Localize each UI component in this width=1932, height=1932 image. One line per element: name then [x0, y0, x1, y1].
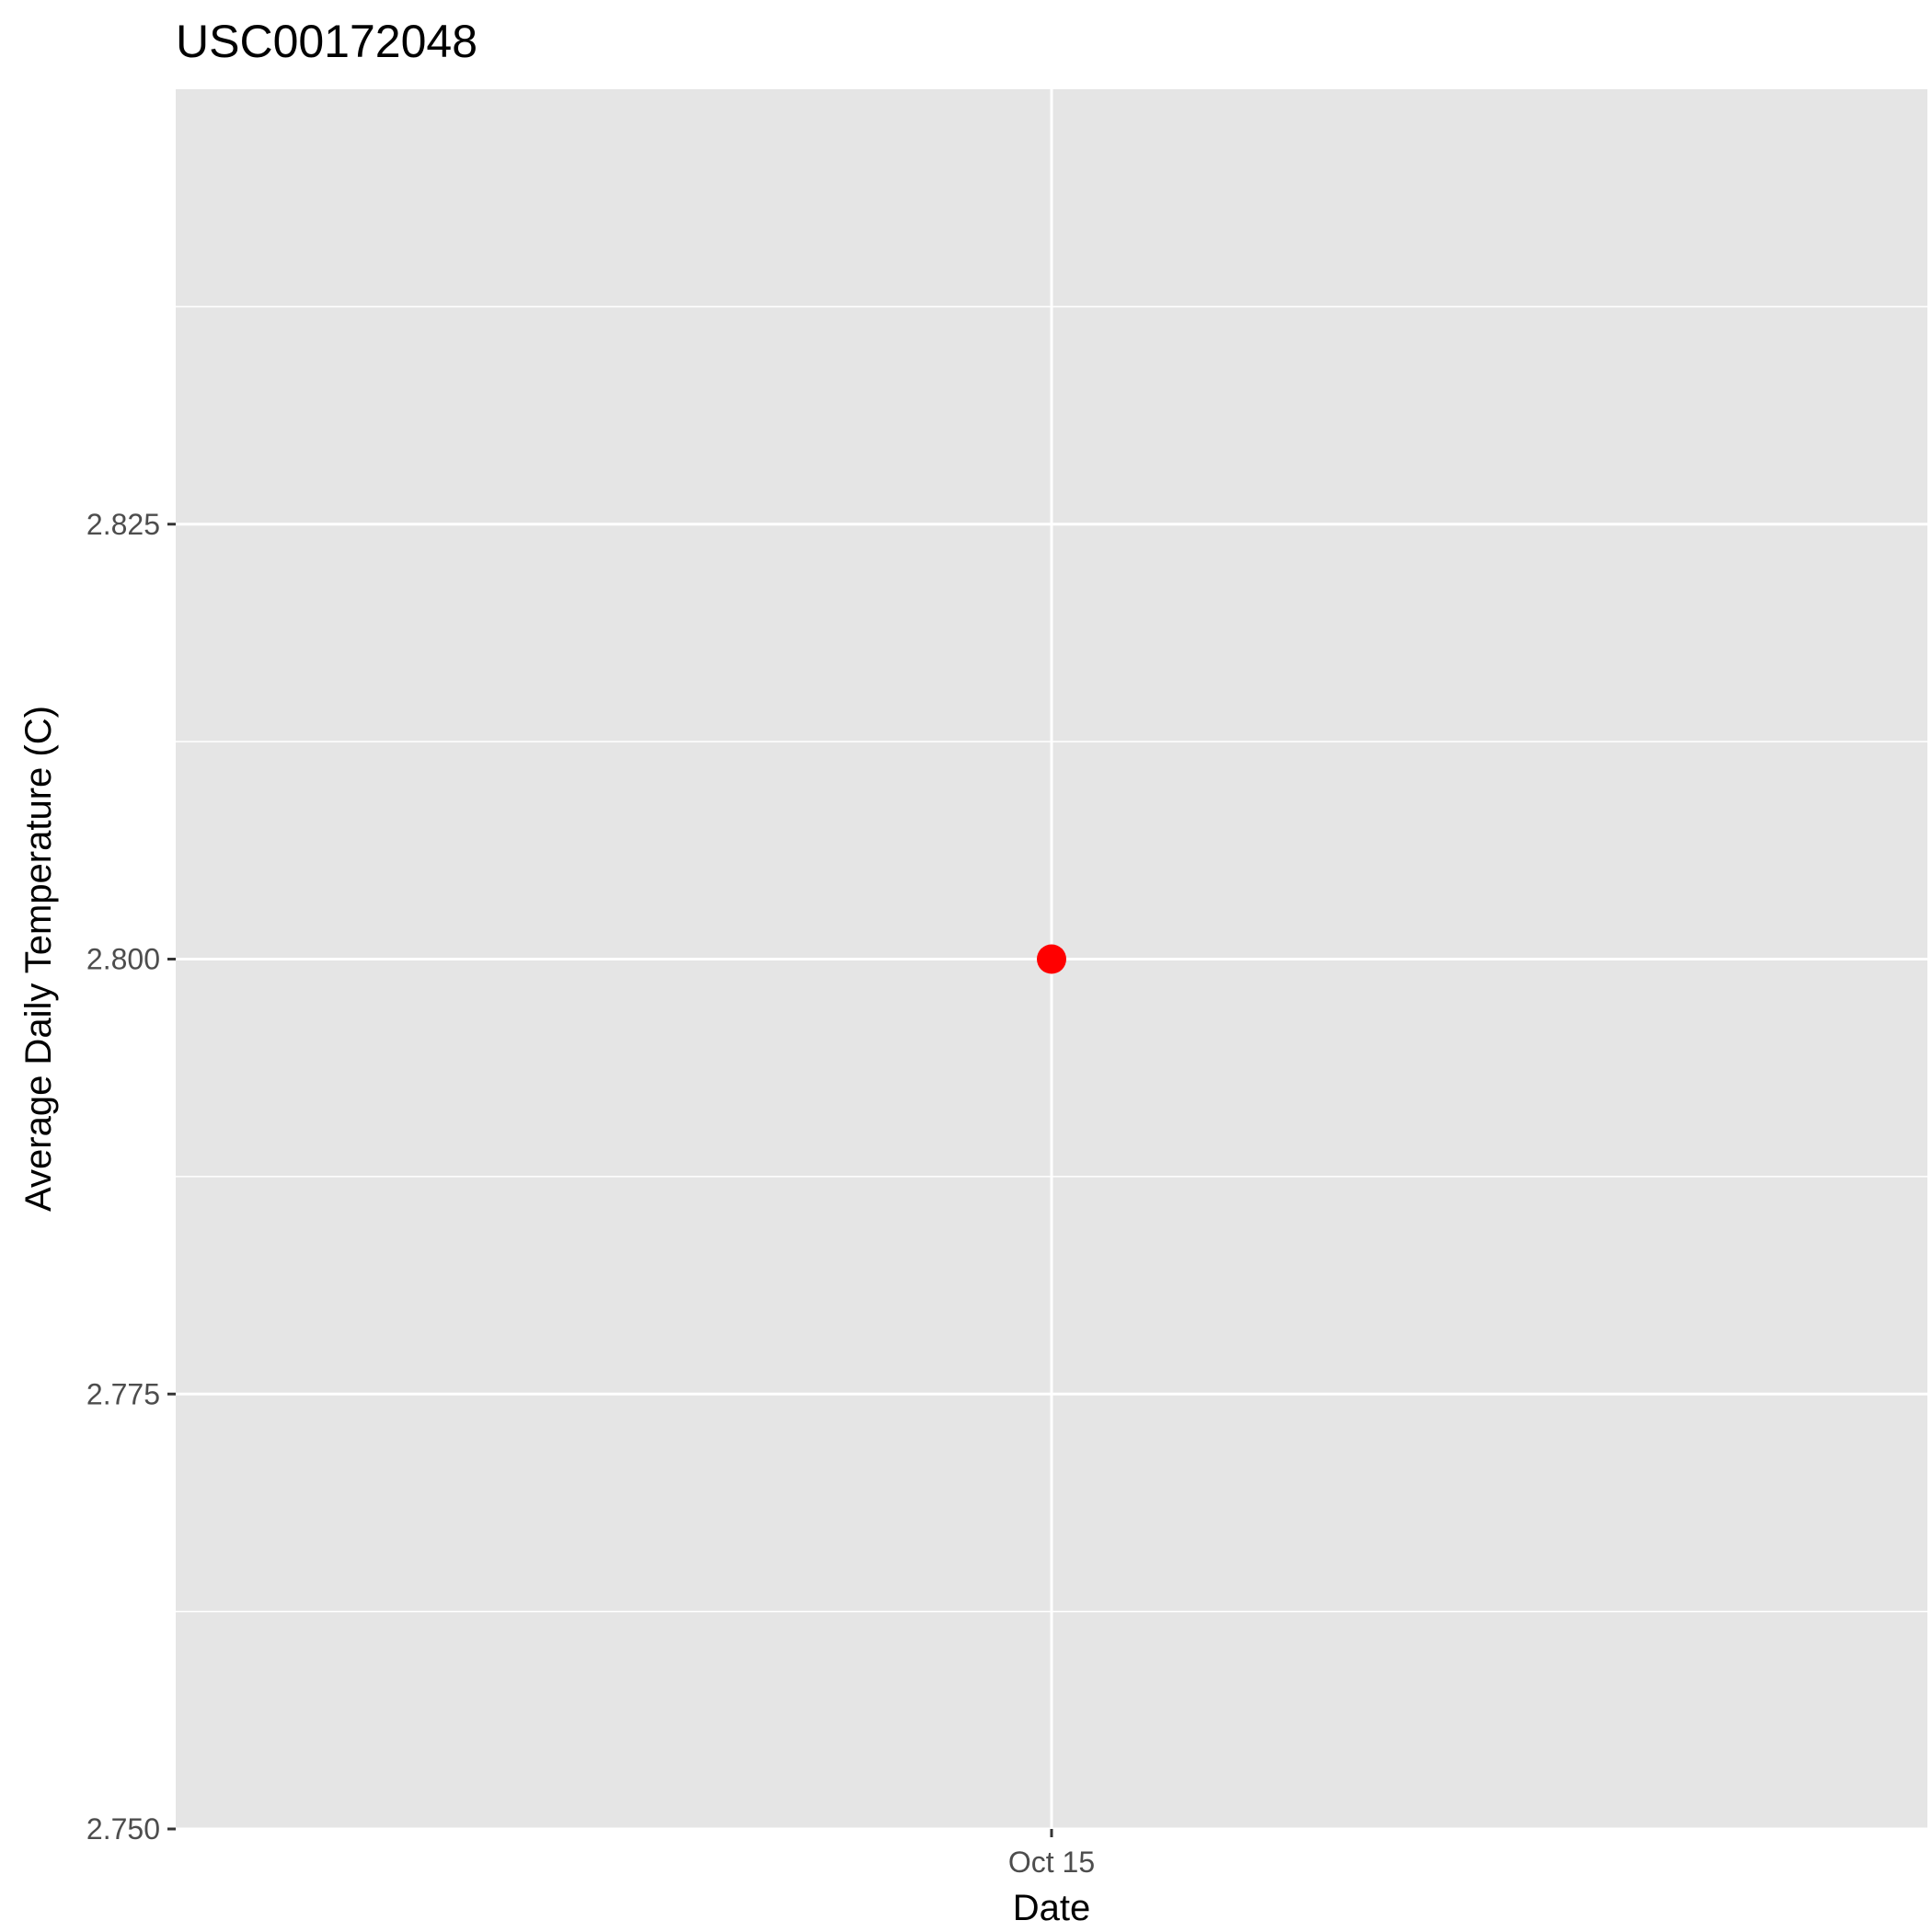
y-tick-label: 2.825 — [86, 508, 160, 541]
y-tick-label: 2.800 — [86, 943, 160, 976]
data-point — [1037, 944, 1066, 974]
chart-title: USC00172048 — [176, 16, 477, 67]
y-axis-title: Average Daily Temperature (C) — [18, 706, 59, 1212]
grid-lines — [176, 89, 1927, 1831]
y-tick-label: 2.750 — [86, 1812, 160, 1846]
x-tick-label: Oct 15 — [1008, 1846, 1095, 1879]
y-tick-label: 2.775 — [86, 1377, 160, 1410]
data-points — [1037, 944, 1066, 974]
x-axis-title: Date — [1013, 1888, 1091, 1928]
axes: 2.750 2.775 2.800 2.825 Oct 15 — [86, 508, 1095, 1879]
